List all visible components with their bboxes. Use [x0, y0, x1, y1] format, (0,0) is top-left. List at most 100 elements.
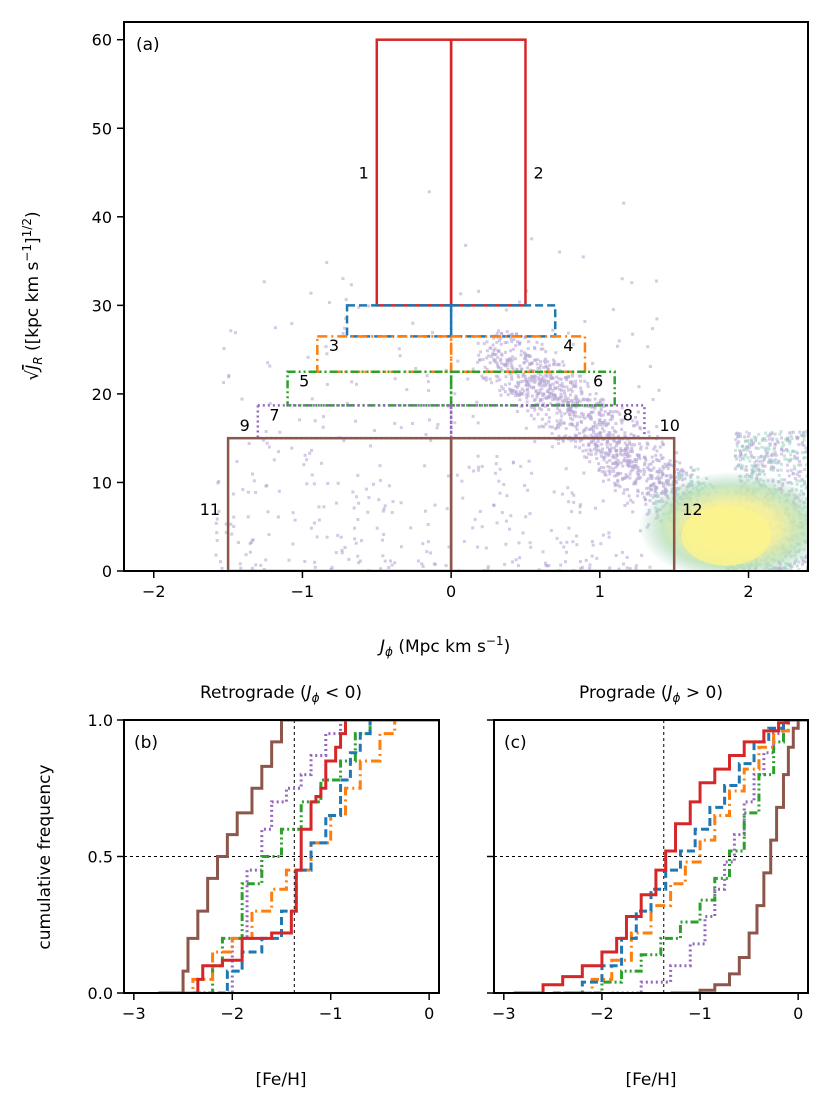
panel-a-xlabel: Jϕ (Mpc km s−1) [377, 634, 510, 659]
density-pixel [517, 342, 521, 346]
density-pixel [623, 504, 627, 507]
density-pixel [219, 560, 223, 564]
density-pixel [476, 545, 480, 549]
density-pixel [500, 362, 504, 366]
density-pixel [264, 430, 268, 433]
density-pixel [477, 353, 481, 357]
density-pixel [590, 554, 594, 558]
density-pixel [459, 292, 463, 296]
density-pixel [508, 387, 512, 391]
density-pixel [244, 553, 248, 557]
density-pixel [810, 567, 813, 570]
density-pixel [651, 496, 655, 499]
density-pixel [741, 448, 745, 452]
density-pixel [568, 413, 572, 417]
density-pixel [640, 553, 644, 557]
density-pixel [551, 382, 555, 386]
density-pixel [510, 377, 514, 381]
density-pixel [800, 484, 804, 488]
density-pixel [769, 467, 773, 471]
density-pixel [576, 398, 580, 402]
density-pixel [579, 386, 583, 390]
density-pixel [667, 478, 671, 482]
density-pixel [476, 360, 480, 364]
density-pixel [777, 473, 781, 477]
svg-text:√JR ([kpc km s−1]1/2): √JR ([kpc km s−1]1/2) [20, 211, 45, 380]
density-pixel [520, 349, 523, 353]
density-pixel [628, 472, 632, 476]
density-pixel [306, 355, 310, 359]
density-pixel [665, 480, 669, 484]
density-pixel [535, 395, 539, 399]
density-pixel [478, 358, 482, 362]
density-pixel [623, 453, 627, 456]
density-pixel [626, 501, 630, 505]
density-pixel [644, 458, 648, 462]
density-pixel [795, 482, 799, 486]
density-pixel [760, 445, 764, 449]
region-label-4: 4 [563, 336, 573, 355]
density-pixel [759, 454, 763, 458]
density-pixel [533, 380, 537, 384]
density-pixel [383, 504, 387, 508]
density-pixel [630, 446, 634, 450]
density-pixel [756, 447, 760, 450]
density-pixel [364, 487, 368, 491]
density-pixel [335, 501, 338, 505]
density-pixel [642, 473, 646, 476]
density-pixel [655, 317, 659, 321]
density-pixel [233, 331, 237, 335]
density-pixel [405, 388, 409, 392]
density-pixel [578, 415, 582, 419]
density-pixel [549, 402, 553, 406]
density-pixel [555, 419, 559, 423]
density-pixel [809, 491, 812, 494]
density-pixel [543, 561, 547, 565]
density-pixel [654, 453, 658, 457]
density-pixel [613, 489, 617, 493]
density-pixel [623, 488, 627, 492]
density-pixel [509, 349, 513, 353]
a-ytick-label: 20 [92, 385, 112, 404]
density-pixel [649, 483, 653, 487]
density-pixel [589, 414, 593, 418]
density-pixel [690, 473, 694, 477]
density-pixel [629, 469, 633, 473]
density-pixel [429, 438, 433, 442]
density-pixel [287, 558, 291, 562]
density-pixel [815, 552, 818, 555]
density-pixel [555, 375, 559, 379]
panel-b-reference-lines [124, 720, 439, 993]
density-pixel [267, 445, 271, 449]
density-pixel [559, 563, 563, 567]
density-pixel [391, 500, 395, 504]
density-pixel [546, 366, 550, 370]
density-pixel [533, 408, 537, 412]
density-pixel [804, 486, 808, 490]
density-pixel [643, 470, 646, 474]
density-pixel [552, 363, 556, 367]
density-pixel [734, 438, 738, 442]
density-pixel [804, 446, 808, 450]
density-pixel [495, 521, 499, 525]
density-pixel [325, 535, 329, 539]
density-pixel [525, 396, 529, 400]
density-pixel [577, 431, 581, 435]
density-pixel [668, 463, 672, 467]
density-pixel [428, 418, 431, 422]
density-pixel [393, 421, 397, 425]
density-pixel [612, 429, 616, 433]
density-pixel [603, 418, 607, 422]
density-pixel [322, 505, 326, 509]
density-pixel [601, 450, 605, 454]
density-pixel [528, 379, 532, 383]
density-pixel [814, 547, 817, 550]
density-pixel [315, 535, 319, 539]
density-pixel [549, 387, 553, 391]
density-pixel [236, 541, 240, 544]
density-pixel [492, 336, 496, 340]
density-pixel [600, 470, 604, 474]
density-pixel [630, 460, 634, 464]
density-pixel [809, 477, 812, 480]
